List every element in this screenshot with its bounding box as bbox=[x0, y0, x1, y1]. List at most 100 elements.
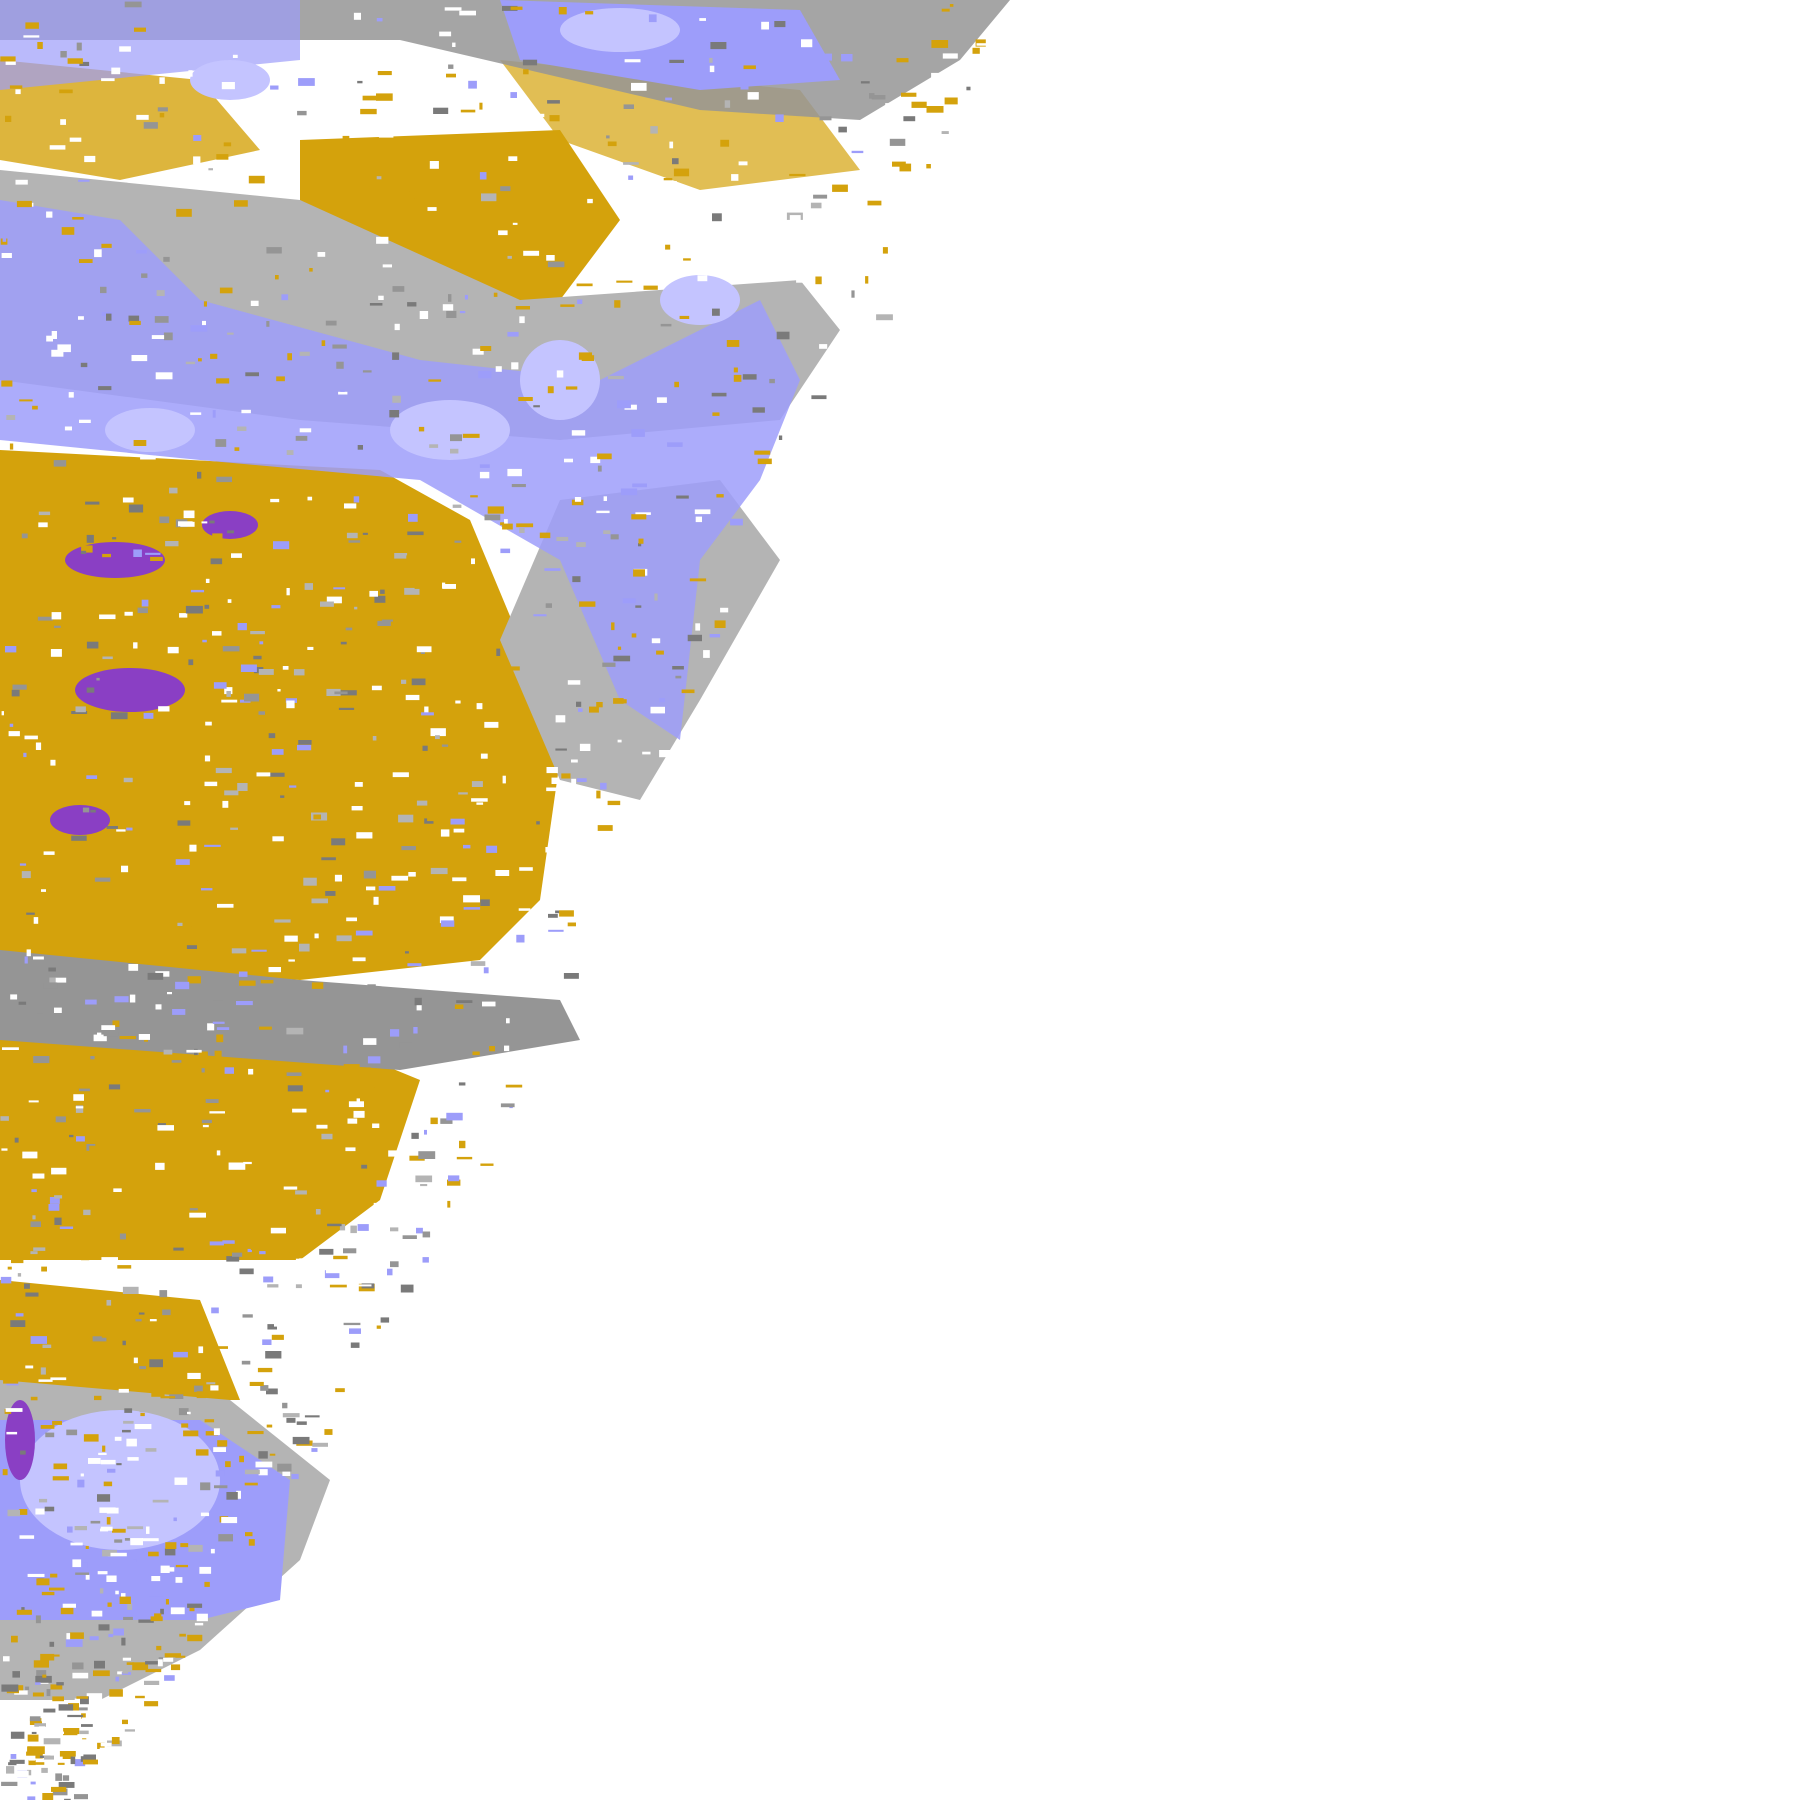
coverage-speckle bbox=[468, 1088, 474, 1094]
coverage-speckle bbox=[115, 1676, 120, 1682]
coverage-speckle bbox=[507, 255, 512, 259]
coverage-speckle bbox=[110, 712, 128, 720]
coverage-speckle bbox=[546, 255, 555, 261]
coverage-speckle bbox=[546, 787, 561, 792]
coverage-speckle bbox=[275, 931, 291, 936]
coverage-speckle bbox=[24, 956, 28, 964]
coverage-speckle bbox=[84, 948, 93, 953]
coverage-speckle bbox=[135, 1695, 145, 1699]
coverage-speckle bbox=[258, 1451, 268, 1459]
coverage-speckle bbox=[69, 137, 82, 142]
coverage-speckle bbox=[145, 1668, 162, 1673]
coverage-speckle bbox=[273, 541, 290, 550]
coverage-speckle bbox=[454, 1004, 464, 1009]
coverage-speckle bbox=[106, 1517, 111, 1525]
coverage-speckle bbox=[146, 1331, 157, 1336]
coverage-speckle bbox=[549, 115, 560, 122]
coverage-speckle bbox=[617, 646, 622, 650]
coverage-speckle bbox=[138, 1034, 150, 1040]
coverage-speckle bbox=[296, 1421, 307, 1425]
coverage-speckle bbox=[344, 503, 357, 509]
lavender-light-cell bbox=[105, 408, 195, 452]
coverage-speckle bbox=[202, 320, 206, 328]
coverage-speckle bbox=[289, 785, 297, 788]
gold-region bbox=[0, 1000, 420, 1260]
coverage-speckle bbox=[314, 1231, 327, 1237]
coverage-speckle bbox=[380, 1317, 390, 1323]
coverage-speckle bbox=[679, 315, 690, 319]
coverage-speckle bbox=[889, 138, 906, 146]
coverage-speckle bbox=[215, 1346, 228, 1349]
coverage-speckle bbox=[279, 1263, 295, 1271]
coverage-speckle bbox=[236, 1490, 241, 1499]
coverage-speckle bbox=[25, 1365, 34, 1369]
lavender-light-cell bbox=[520, 340, 600, 420]
coverage-speckle bbox=[37, 616, 53, 621]
coverage-speckle bbox=[224, 790, 239, 796]
coverage-speckle bbox=[387, 1268, 393, 1276]
coverage-speckle bbox=[860, 81, 870, 84]
coverage-speckle bbox=[448, 64, 454, 69]
coverage-speckle bbox=[271, 749, 284, 755]
coverage-speckle bbox=[226, 1256, 240, 1262]
coverage-speckle bbox=[121, 865, 129, 873]
coverage-speckle bbox=[388, 1150, 399, 1157]
coverage-speckle bbox=[100, 1528, 109, 1532]
coverage-speckle bbox=[80, 362, 88, 368]
coverage-speckle bbox=[650, 706, 665, 714]
coverage-speckle bbox=[51, 331, 57, 339]
coverage-speckle bbox=[214, 1485, 228, 1489]
coverage-speckle bbox=[353, 12, 361, 20]
coverage-speckle bbox=[180, 926, 192, 930]
coverage-speckle bbox=[533, 405, 540, 408]
coverage-speckle bbox=[187, 1372, 201, 1379]
coverage-speckle bbox=[572, 576, 581, 583]
coverage-speckle bbox=[428, 379, 442, 382]
coverage-speckle bbox=[116, 829, 126, 832]
coverage-speckle bbox=[251, 949, 267, 952]
coverage-speckle bbox=[204, 604, 210, 609]
coverage-speckle bbox=[754, 450, 771, 455]
coverage-speckle bbox=[72, 1559, 82, 1568]
coverage-speckle bbox=[819, 344, 828, 349]
coverage-speckle bbox=[190, 589, 205, 593]
coverage-speckle bbox=[343, 1045, 348, 1054]
coverage-speckle bbox=[489, 1081, 506, 1090]
coverage-speckle bbox=[11, 689, 20, 697]
coverage-speckle bbox=[448, 294, 452, 302]
coverage-speckle bbox=[49, 145, 66, 150]
coverage-speckle bbox=[340, 142, 349, 145]
coverage-speckle bbox=[487, 506, 504, 514]
coverage-speckle bbox=[21, 533, 28, 539]
coverage-speckle bbox=[790, 331, 796, 335]
coverage-speckle bbox=[479, 172, 487, 180]
coverage-speckle bbox=[313, 814, 321, 820]
coverage-speckle bbox=[571, 759, 578, 763]
coverage-speckle bbox=[911, 249, 924, 257]
coverage-speckle bbox=[35, 1682, 41, 1685]
coverage-speckle bbox=[446, 310, 457, 318]
coverage-speckle bbox=[596, 510, 610, 514]
coverage-speckle bbox=[49, 1197, 60, 1204]
coverage-speckle bbox=[336, 361, 344, 369]
coverage-speckle bbox=[450, 818, 465, 825]
coverage-speckle bbox=[32, 1692, 44, 1697]
coverage-speckle bbox=[86, 1380, 102, 1384]
coverage-speckle bbox=[282, 1402, 288, 1409]
coverage-speckle bbox=[553, 896, 558, 899]
lavender-light-cell bbox=[560, 8, 680, 52]
coverage-speckle bbox=[37, 566, 54, 573]
coverage-speckle bbox=[195, 1449, 209, 1456]
coverage-speckle bbox=[876, 314, 893, 321]
coverage-speckle bbox=[196, 1391, 206, 1399]
coverage-speckle bbox=[286, 1417, 296, 1423]
coverage-speckle bbox=[122, 1666, 129, 1674]
coverage-speckle bbox=[17, 1286, 22, 1291]
coverage-speckle bbox=[497, 669, 508, 677]
coverage-speckle bbox=[60, 51, 67, 58]
coverage-speckle bbox=[406, 555, 419, 560]
coverage-speckle bbox=[810, 202, 822, 209]
coverage-speckle bbox=[19, 1535, 35, 1539]
coverage-speckle bbox=[624, 59, 641, 63]
